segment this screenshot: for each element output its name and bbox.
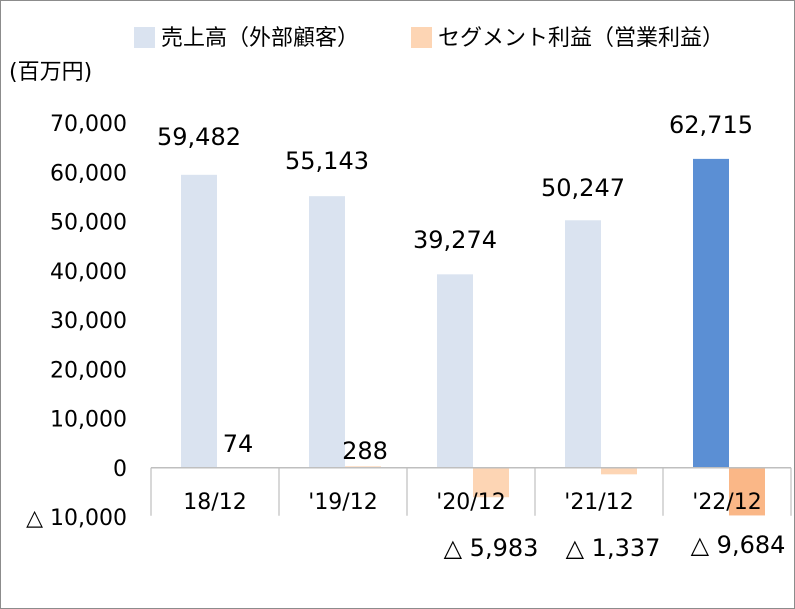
x-tick-label: '20/12: [436, 490, 505, 515]
profit-data-label: △ 5,983: [444, 534, 539, 562]
legend-swatch-sales: [134, 27, 155, 48]
sales-data-label: 39,274: [413, 226, 497, 254]
legend-label-sales: 売上高（外部顧客）: [161, 26, 359, 51]
sales-bar: [309, 196, 345, 468]
y-tick-label: 60,000: [50, 161, 127, 186]
y-tick-label: 40,000: [50, 260, 127, 285]
x-tick-label: 18/12: [183, 490, 246, 515]
y-axis-tick-labels: 70,000 60,000 50,000 40,000 30,000 20,000 10,0…: [26, 112, 127, 531]
sales-bar: [437, 274, 473, 468]
legend-label-profit: セグメント利益（営業利益）: [438, 26, 724, 51]
x-tick-label: '22/12: [692, 490, 761, 515]
data-labels: 59,482 55,143 39,274 50,247 62,715 74 288 △ 5,9…: [157, 111, 785, 562]
profit-bar: [601, 467, 637, 475]
sales-data-label: 55,143: [285, 147, 369, 175]
y-tick-label: △ 10,000: [26, 506, 127, 531]
legend-swatch-profit: [411, 27, 432, 48]
profit-data-label: △ 1,337: [566, 534, 661, 562]
unit-label: (百万円): [9, 60, 92, 85]
profit-data-label: △ 9,684: [691, 531, 786, 559]
sales-bar: [565, 220, 601, 468]
y-tick-label: 0: [113, 457, 127, 482]
y-tick-label: 70,000: [50, 112, 127, 137]
y-tick-label: 50,000: [50, 211, 127, 236]
y-tick-label: 10,000: [50, 408, 127, 433]
sales-data-label: 62,715: [669, 111, 753, 139]
bars: [181, 158, 765, 516]
sales-data-label: 50,247: [541, 174, 625, 202]
y-tick-label: 30,000: [50, 309, 127, 334]
x-axis: [150, 467, 792, 516]
y-tick-label: 20,000: [50, 358, 127, 383]
sales-bar: [693, 158, 729, 468]
profit-data-label: 74: [223, 430, 254, 458]
profit-bar: [473, 467, 509, 498]
profit-data-label: 288: [342, 437, 388, 465]
x-tick-label: '19/12: [308, 490, 377, 515]
profit-bar: [729, 467, 765, 516]
x-tick-label: '21/12: [564, 490, 633, 515]
sales-bar: [181, 174, 217, 468]
x-axis-tick-labels: 18/12 '19/12 '20/12 '21/12 '22/12: [183, 490, 761, 515]
sales-data-label: 59,482: [157, 123, 241, 151]
legend: 売上高（外部顧客） セグメント利益（営業利益）: [134, 26, 724, 51]
